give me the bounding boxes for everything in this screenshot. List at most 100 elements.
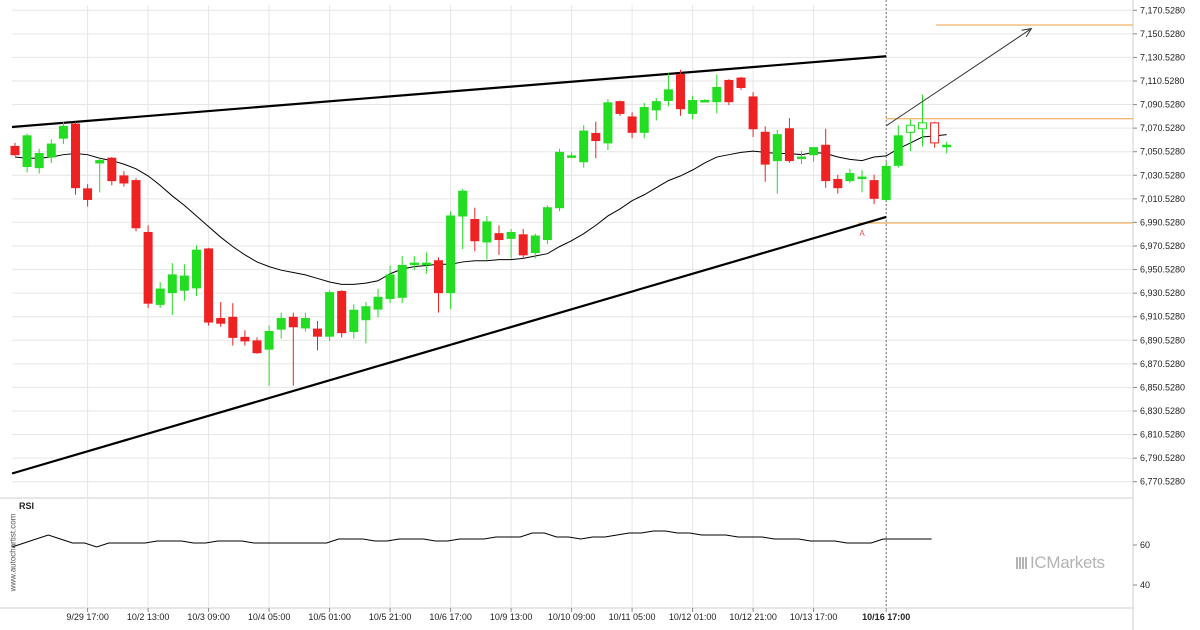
y-tick-label: 6,990.5280	[1140, 217, 1185, 227]
bull-candle	[385, 274, 395, 299]
bear-candle	[71, 123, 80, 189]
lower-trendline	[11, 215, 887, 475]
x-tick-label: 10/9 13:00	[490, 612, 533, 622]
y-tick-label: 6,850.5280	[1140, 382, 1185, 392]
bear-candle	[627, 116, 637, 133]
moving-average	[14, 134, 947, 285]
bull-candle	[409, 262, 419, 266]
bull-candle	[797, 156, 806, 160]
bull-candle	[300, 318, 310, 329]
bear-candle	[131, 180, 141, 229]
bull-candle	[857, 176, 867, 180]
bull-candle	[881, 165, 891, 200]
bear-candle	[748, 96, 758, 130]
y-tick-label: 6,930.5280	[1140, 288, 1185, 298]
x-tick-label: 10/11 05:00	[609, 612, 656, 622]
brand-bars-icon	[1016, 557, 1028, 569]
level-lines: A	[858, 24, 1133, 238]
bull-candle	[46, 143, 56, 158]
bull-candle	[542, 207, 552, 241]
forecast-arrow-line	[885, 28, 1032, 127]
x-tick-label: 10/5 01:00	[308, 612, 351, 622]
rsi-tick-label: 60	[1140, 540, 1150, 550]
bull-candle	[700, 99, 710, 103]
bull-candle	[192, 249, 201, 289]
trend-lines	[11, 55, 887, 475]
bull-candle	[651, 101, 661, 111]
bull-candle	[772, 134, 782, 162]
bear-candle	[119, 175, 129, 184]
bull-candle	[663, 89, 673, 101]
candles	[10, 69, 952, 386]
watermark-text: www.autochartist.com	[8, 513, 18, 592]
bull-candle	[373, 296, 383, 310]
bull-candle	[179, 275, 189, 291]
forecast-arrow-head	[1021, 27, 1033, 38]
y-tick-label: 7,050.5280	[1140, 147, 1185, 157]
pattern-marker-label: A	[859, 229, 865, 238]
rsi-tick-label: 40	[1140, 580, 1150, 590]
bull-candle	[421, 262, 431, 266]
x-tick-label: 10/13 17:00	[790, 612, 838, 622]
y-tick-label: 7,170.5280	[1140, 5, 1185, 15]
bull-candle	[639, 107, 649, 133]
bear-candle	[724, 79, 734, 103]
x-tick-label: 10/12 21:00	[729, 612, 777, 622]
bull-candle	[918, 122, 927, 130]
bear-candle	[676, 74, 685, 110]
y-tick-label: 6,870.5280	[1140, 359, 1185, 369]
x-axis: 9/29 17:00 10/2 13:00 10/3 09:00 10/4 05:00…	[66, 608, 910, 622]
bull-candle	[603, 102, 613, 144]
bear-candle	[821, 144, 831, 182]
bull-candle	[530, 235, 540, 254]
bull-candle	[942, 144, 952, 148]
x-tick-label: 10/6 17:00	[429, 612, 472, 622]
bull-candle	[905, 124, 915, 133]
y-tick-label: 7,030.5280	[1140, 170, 1185, 180]
bear-candle	[216, 318, 226, 324]
bear-candle	[494, 233, 504, 241]
x-tick-label: 9/29 17:00	[66, 612, 109, 622]
bull-candle	[845, 173, 855, 182]
bear-candle	[313, 328, 322, 337]
y-tick-label: 7,150.5280	[1140, 29, 1185, 39]
x-tick-label: 10/3 09:00	[187, 612, 230, 622]
brand-text: ICMarkets	[1030, 553, 1105, 572]
x-tick-label: 10/4 05:00	[248, 612, 291, 622]
bull-candle	[167, 274, 177, 294]
bear-candle	[518, 234, 528, 256]
bull-candle	[361, 306, 371, 321]
y-tick-label: 6,910.5280	[1140, 312, 1185, 322]
bull-candle	[264, 330, 274, 350]
rsi-panel: RSI 60 40	[11, 501, 1150, 590]
x-tick-label: 10/5 21:00	[369, 612, 412, 622]
bull-candle	[349, 309, 359, 332]
bull-candle	[58, 125, 68, 139]
bull-candle	[809, 147, 819, 156]
bull-candle	[482, 221, 492, 243]
bull-candle	[688, 99, 698, 114]
bull-candle	[458, 190, 468, 217]
upper-trendline	[11, 55, 887, 129]
y-tick-label: 6,830.5280	[1140, 406, 1185, 416]
y-tick-label: 6,950.5280	[1140, 265, 1185, 275]
bull-candle	[397, 264, 407, 298]
bear-candle	[591, 132, 601, 142]
rsi-label: RSI	[19, 501, 34, 511]
y-tick-label: 6,770.5280	[1140, 477, 1185, 487]
bear-candle	[10, 145, 20, 156]
forecast-arrow	[885, 27, 1033, 127]
bull-candle	[34, 153, 44, 169]
grid	[0, 0, 1134, 630]
bear-candle	[434, 260, 443, 294]
bear-candle	[83, 188, 93, 200]
bear-candle	[615, 101, 625, 114]
bull-candle	[579, 130, 589, 163]
y-tick-label: 6,790.5280	[1140, 453, 1185, 463]
y-tick-label: 6,890.5280	[1140, 335, 1185, 345]
y-tick-label: 7,010.5280	[1140, 194, 1185, 204]
y-tick-label: 7,130.5280	[1140, 52, 1185, 62]
bull-candle	[276, 318, 286, 330]
y-tick-label: 7,110.5280	[1140, 76, 1184, 86]
